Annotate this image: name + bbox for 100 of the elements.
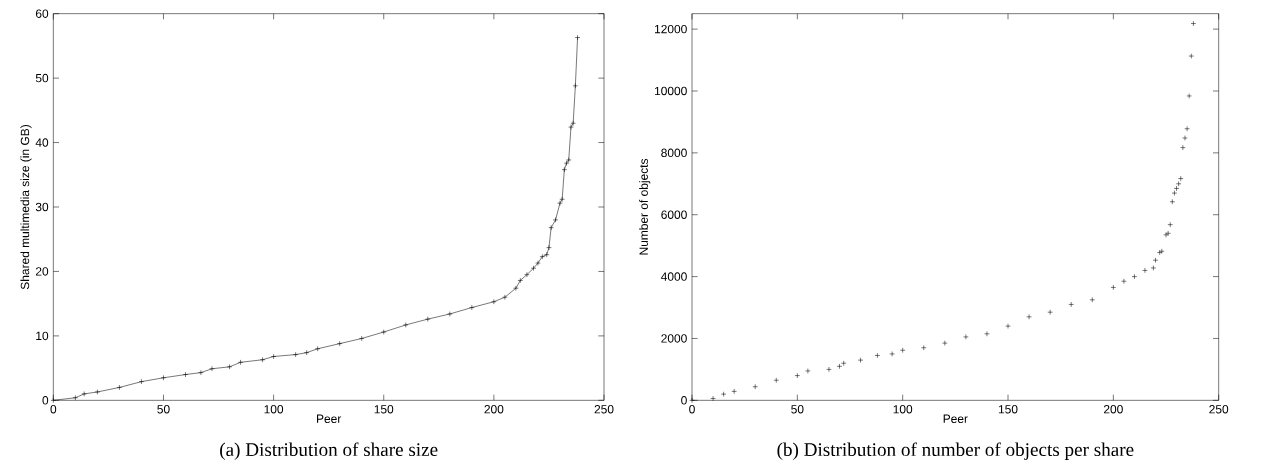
point [1188,53,1194,59]
x-tick-label: 0 [50,405,57,414]
point [1110,284,1117,291]
point [530,265,537,271]
y-tick-label: 20 [35,267,49,276]
y-axis-title: Number of objects [639,158,651,255]
point [1184,126,1190,132]
point [836,363,843,369]
point [1121,278,1127,284]
y-tick-label: 50 [35,73,49,83]
x-tick-label: 100 [264,405,284,414]
point [209,366,215,372]
y-tick-label: 2000 [661,334,687,343]
point [546,244,552,251]
point [94,389,101,395]
point [710,395,716,402]
y-tick-label: 10000 [654,86,687,96]
point [469,304,475,311]
point [942,340,948,346]
point [548,224,554,231]
point [1167,221,1173,228]
point [874,352,881,359]
x-axis-title: Peer [317,414,342,423]
point [160,375,167,381]
x-tick-label: 150 [998,405,1018,414]
y-tick-label: 30 [35,202,49,212]
x-tick-label: 200 [1103,405,1123,414]
point [303,349,310,356]
point [337,340,343,347]
point [198,369,204,376]
point [552,217,559,223]
point [237,359,244,365]
point [226,364,233,370]
point [513,285,519,291]
point [491,299,497,305]
point [138,378,145,385]
point [403,322,409,328]
y-tick-label: 0 [42,396,49,405]
point [1182,135,1188,141]
point [1173,185,1180,192]
point [1131,273,1138,280]
point [524,272,530,278]
point [557,200,563,206]
x-axis-title: Peer [943,414,968,423]
point [116,384,123,391]
point [425,316,431,322]
point [539,253,545,260]
point [566,157,572,163]
point [570,120,576,126]
y-axis-title: Shared multimedia size (in GB) [20,125,32,290]
x-tick-label: 50 [157,405,170,414]
point [502,294,508,300]
point [81,391,87,397]
point [857,357,864,363]
point [984,331,990,337]
point [359,335,365,342]
y-tick-label: 12000 [654,24,687,34]
x-tick-label: 0 [689,405,695,414]
point [1171,190,1178,196]
point [1169,199,1175,205]
point [1152,257,1159,263]
y-tick-label: 0 [681,396,687,405]
point [752,384,758,390]
x-tick-label: 100 [893,405,913,414]
point [1190,20,1197,27]
text: (b) Distribution of number of objects per share [777,442,1134,460]
point [270,353,277,360]
y-tick-label: 10 [36,331,49,341]
point [563,160,570,166]
point [535,260,541,266]
y-tick-label: 60 [35,9,49,18]
point [720,391,727,397]
point [72,395,79,401]
point [447,311,453,317]
point [314,346,321,352]
text: (a) Distribution of share size [220,442,438,460]
point [1186,93,1192,99]
point [259,357,266,363]
point [544,252,550,258]
x-tick-label: 200 [484,405,504,414]
point [889,351,895,357]
point [1089,297,1095,303]
point [773,377,779,383]
y-tick-label: 40 [35,138,49,147]
point [559,196,565,202]
point [1047,309,1053,315]
point [517,277,523,284]
x-tick-label: 250 [1209,405,1229,414]
point [900,347,906,353]
y-tick-label: 4000 [660,272,687,281]
point [1178,175,1184,182]
point [841,360,847,366]
point [1150,265,1157,271]
point [1068,301,1074,308]
point [1026,314,1032,320]
x-tick-label: 250 [594,405,614,414]
point [292,351,299,358]
y-tick-label: 6000 [661,210,687,219]
point [381,329,387,335]
point [963,334,969,340]
